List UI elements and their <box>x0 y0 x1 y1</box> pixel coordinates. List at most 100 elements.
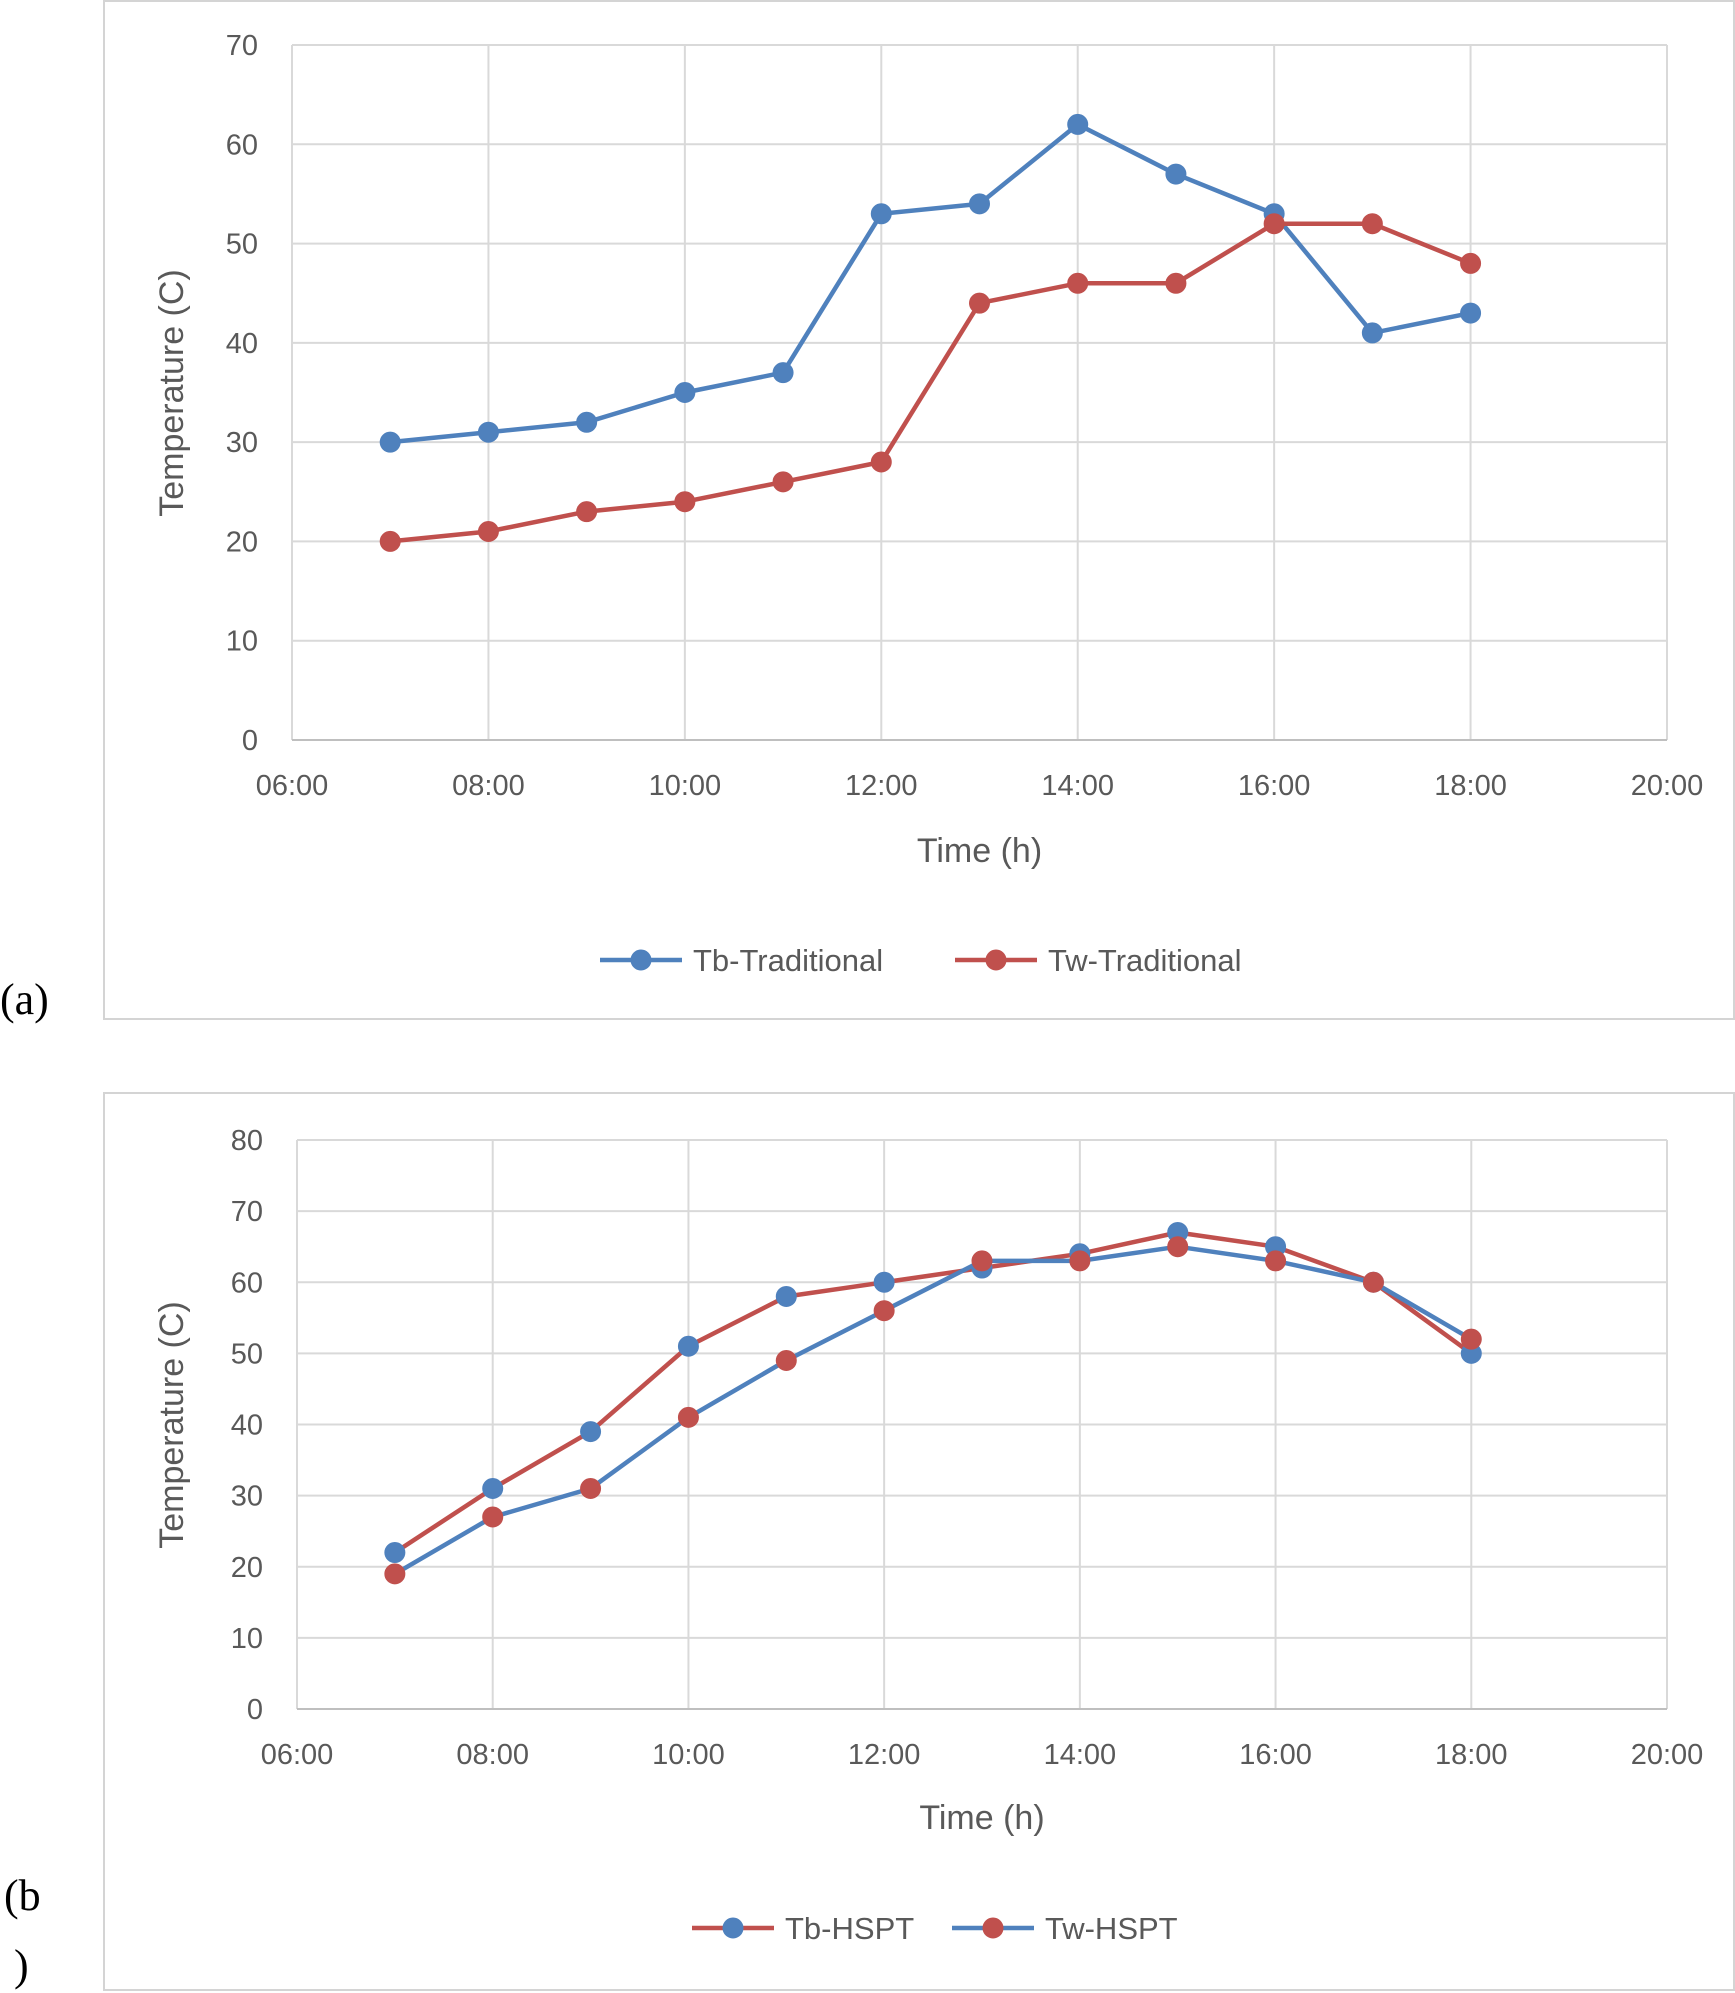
x-tick-label: 20:00 <box>1631 1739 1704 1771</box>
legend-item: Tw-HSPT <box>952 1911 1178 1946</box>
data-point <box>1460 252 1482 274</box>
series-line <box>393 1244 1473 1576</box>
data-point <box>477 521 499 542</box>
legend-swatch-marker <box>985 949 1007 971</box>
y-tick-label: 60 <box>226 129 258 161</box>
data-point <box>384 1542 406 1564</box>
data-point <box>870 203 892 225</box>
data-point <box>384 1563 406 1585</box>
data-point <box>379 431 401 453</box>
x-tick-label: 14:00 <box>1044 1739 1117 1771</box>
x-tick-label: 06:00 <box>256 770 329 802</box>
data-point <box>674 382 696 403</box>
series-Tw-HSPT <box>384 1236 1482 1585</box>
data-point <box>482 1478 504 1500</box>
legend-label: Tb-HSPT <box>785 1911 914 1946</box>
data-point <box>971 1250 993 1272</box>
y-tick-label: 60 <box>231 1267 263 1299</box>
x-tick-label: 08:00 <box>452 770 525 802</box>
data-point <box>1265 1250 1287 1272</box>
data-point <box>1460 1328 1482 1350</box>
x-tick-label: 10:00 <box>649 770 722 802</box>
y-axis-title: Temperature (C) <box>153 269 191 517</box>
legend-label: Tw-Traditional <box>1048 943 1242 978</box>
panel-label-b-cont: ) <box>14 1941 29 1990</box>
y-tick-label: 50 <box>226 229 258 261</box>
data-point <box>1263 213 1285 235</box>
data-point <box>873 1271 895 1293</box>
series-Tw-Traditional <box>379 213 1482 552</box>
y-tick-label: 0 <box>242 725 258 757</box>
data-point <box>969 292 990 314</box>
y-tick-label: 10 <box>226 626 258 658</box>
data-point <box>580 1478 602 1500</box>
chart-b-frame <box>103 1092 1735 1991</box>
y-tick-label: 30 <box>231 1481 263 1513</box>
data-point <box>580 1421 602 1443</box>
x-tick-label: 18:00 <box>1434 770 1507 802</box>
data-point <box>1361 213 1383 235</box>
y-tick-label: 20 <box>231 1552 263 1584</box>
y-tick-label: 50 <box>231 1338 263 1370</box>
data-point <box>1165 163 1187 185</box>
data-point <box>1361 322 1383 344</box>
data-point <box>1167 1236 1189 1258</box>
data-point <box>772 471 794 493</box>
data-point <box>873 1300 895 1322</box>
legend-label: Tb-Traditional <box>693 943 883 978</box>
panel-label-b: (b <box>4 1871 41 1920</box>
data-point <box>1067 272 1089 294</box>
y-tick-label: 10 <box>231 1623 263 1655</box>
x-tick-label: 06:00 <box>261 1739 334 1771</box>
chart-b: 0 10 20 30 40 50 60 70 80 06:00 08:00 10:00 12:00 14:… <box>153 1125 1703 1946</box>
legend-swatch-marker <box>982 1917 1004 1939</box>
data-point <box>477 421 499 443</box>
y-tick-label: 70 <box>226 30 258 62</box>
series-line <box>393 1230 1473 1555</box>
y-tick-label: 20 <box>226 526 258 558</box>
data-point <box>772 362 794 384</box>
data-point <box>969 193 990 215</box>
y-tick-label: 0 <box>247 1694 263 1726</box>
x-axis-title: Time (h) <box>917 832 1042 870</box>
data-point <box>870 451 892 473</box>
y-tick-label: 80 <box>231 1125 263 1157</box>
x-tick-label: 16:00 <box>1238 770 1311 802</box>
panel-label-a: (a) <box>0 975 49 1024</box>
x-tick-label: 12:00 <box>845 770 918 802</box>
legend-label: Tw-HSPT <box>1045 1911 1178 1946</box>
data-point <box>775 1349 797 1371</box>
data-point <box>576 411 598 433</box>
series-line <box>389 122 1472 445</box>
x-tick-label: 14:00 <box>1041 770 1114 802</box>
legend-item: Tb-HSPT <box>692 1911 914 1946</box>
chart-a-frame <box>103 0 1735 1020</box>
data-point <box>1165 272 1187 294</box>
series-Tb-HSPT <box>384 1221 1482 1564</box>
x-tick-label: 10:00 <box>652 1739 725 1771</box>
data-point <box>1460 302 1482 324</box>
series-line <box>389 221 1472 544</box>
data-point <box>576 501 598 523</box>
legend-swatch-marker <box>630 949 652 971</box>
data-point <box>1362 1271 1384 1293</box>
data-point <box>677 1406 699 1428</box>
x-tick-label: 20:00 <box>1631 770 1704 802</box>
legend-item: Tw-Traditional <box>955 943 1242 978</box>
x-tick-label: 16:00 <box>1239 1739 1312 1771</box>
x-tick-label: 12:00 <box>848 1739 921 1771</box>
data-point <box>379 530 401 552</box>
legend-item: Tb-Traditional <box>600 943 883 978</box>
legend-swatch-marker <box>722 1917 744 1939</box>
y-tick-label: 70 <box>231 1196 263 1228</box>
x-axis-title: Time (h) <box>919 1799 1044 1837</box>
data-point <box>674 491 696 513</box>
y-tick-label: 30 <box>226 427 258 459</box>
x-tick-label: 18:00 <box>1435 1739 1508 1771</box>
data-point <box>775 1285 797 1307</box>
y-axis-title: Temperature (C) <box>153 1301 191 1549</box>
x-tick-label: 08:00 <box>456 1739 529 1771</box>
data-point <box>1069 1250 1091 1272</box>
chart-a: 0 10 20 30 40 50 60 70 06:00 08:00 10:00 12:00 14:00… <box>153 30 1703 978</box>
